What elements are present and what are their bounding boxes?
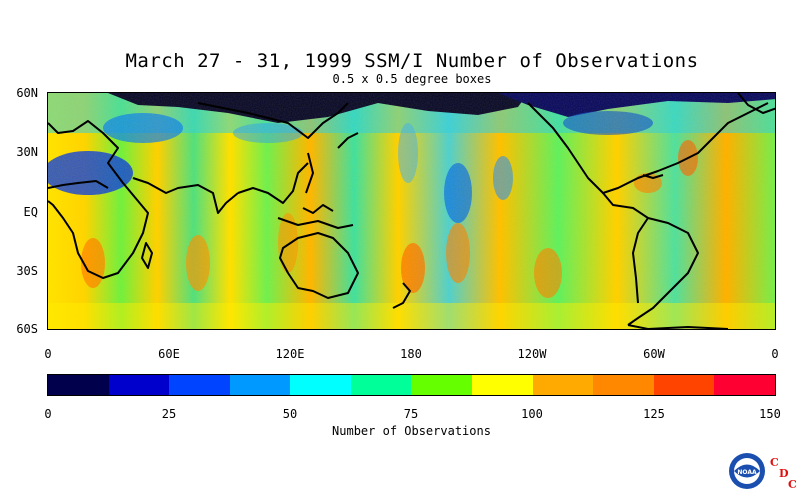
colorbar-tick-50: 50 bbox=[282, 407, 298, 421]
cdc-letter-1: C bbox=[770, 456, 779, 469]
observation-map bbox=[47, 92, 776, 330]
colorbar-tick-150: 150 bbox=[759, 407, 781, 421]
y-tick-label-60n: 60N bbox=[16, 86, 38, 100]
x-tick-label-120e: 120E bbox=[275, 347, 305, 361]
y-tick-label-60s: 60S bbox=[16, 322, 38, 336]
colorbar-segment-5 bbox=[350, 375, 412, 395]
map-svg bbox=[48, 93, 775, 329]
colorbar bbox=[47, 374, 776, 396]
colorbar-tick-125: 125 bbox=[643, 407, 665, 421]
cdc-letter-3: C bbox=[788, 478, 797, 491]
colorbar-segment-6 bbox=[411, 375, 473, 395]
x-tick-label-120w: 120W bbox=[517, 347, 547, 361]
x-tick-label-60e: 60E bbox=[158, 347, 180, 361]
colorbar-segment-11 bbox=[714, 375, 775, 395]
colorbar-segment-7 bbox=[472, 375, 533, 395]
colorbar-segment-8 bbox=[532, 375, 594, 395]
x-tick-label-0-left: 0 bbox=[44, 347, 52, 361]
x-tick-label-0-right: 0 bbox=[771, 347, 779, 361]
y-tick-label-eq: EQ bbox=[23, 205, 38, 219]
y-tick-label-30n: 30N bbox=[16, 145, 38, 159]
colorbar-tick-25: 25 bbox=[161, 407, 177, 421]
colorbar-segment-9 bbox=[593, 375, 654, 395]
colorbar-segment-0 bbox=[48, 375, 109, 395]
colorbar-segment-4 bbox=[290, 375, 351, 395]
y-tick-label-30s: 30S bbox=[16, 264, 38, 278]
colorbar-tick-75: 75 bbox=[403, 407, 419, 421]
colorbar-segment-2 bbox=[169, 375, 230, 395]
noaa-logo-text: NOAA bbox=[737, 469, 757, 476]
colorbar-tick-100: 100 bbox=[521, 407, 543, 421]
x-tick-label-180: 180 bbox=[400, 347, 422, 361]
colorbar-segment-3 bbox=[229, 375, 291, 395]
x-tick-label-60w: 60W bbox=[643, 347, 665, 361]
colorbar-tick-0: 0 bbox=[44, 407, 52, 421]
colorbar-segment-10 bbox=[653, 375, 715, 395]
chart-subtitle: 0.5 x 0.5 degree boxes bbox=[332, 72, 492, 86]
chart-title: March 27 - 31, 1999 SSM/I Number of Obse… bbox=[125, 50, 699, 72]
colorbar-title: Number of Observations bbox=[332, 424, 491, 438]
colorbar-segment-1 bbox=[108, 375, 170, 395]
cdc-letter-2: D bbox=[779, 467, 789, 480]
noaa-logo: NOAA bbox=[728, 452, 766, 490]
